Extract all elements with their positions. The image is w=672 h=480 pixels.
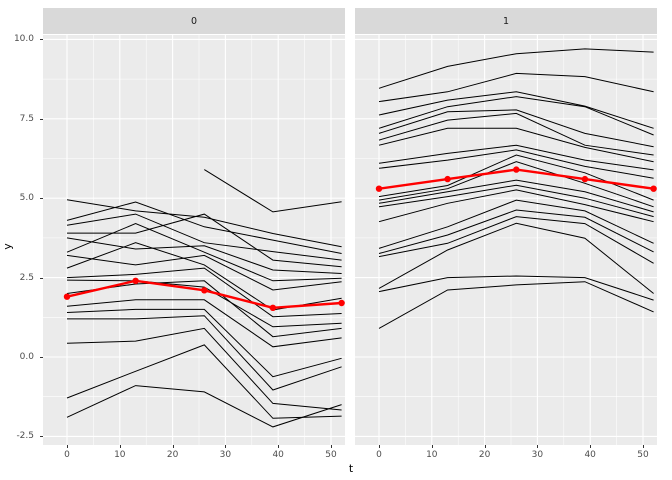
subject-trajectory-line — [66, 267, 342, 318]
facet-panel-0: 0 — [43, 8, 345, 445]
x-tick-mark — [537, 445, 539, 448]
y-tick-mark — [40, 39, 43, 41]
subject-trajectory-line — [204, 169, 342, 213]
x-tick-label: 40 — [272, 450, 284, 460]
subject-trajectory-line — [66, 308, 342, 378]
y-tick-label: -2.5 — [16, 431, 34, 442]
subject-trajectory-line — [378, 161, 654, 208]
facet-plot-area-0 — [43, 35, 345, 445]
subject-trajectory-line — [66, 237, 342, 274]
subject-trajectory-line — [378, 91, 654, 129]
y-tick-label: 10.0 — [13, 34, 34, 45]
subject-trajectory-line — [66, 254, 342, 291]
x-tick-label: 50 — [637, 450, 649, 460]
x-tick-mark — [431, 445, 433, 448]
mean-point — [201, 287, 208, 294]
x-tick-mark — [643, 445, 644, 448]
x-tick-label: 10 — [426, 450, 438, 460]
subject-trajectory-line — [378, 96, 654, 136]
y-tick-mark — [40, 436, 43, 438]
facet-panel-1: 1 — [355, 8, 657, 445]
mean-point — [269, 304, 277, 311]
x-tick-mark — [484, 445, 486, 448]
mean-point — [650, 185, 657, 192]
subject-trajectory-line — [378, 216, 654, 264]
y-tick-mark — [40, 357, 43, 358]
subject-trajectory-line — [378, 179, 654, 213]
x-tick-label: 30 — [219, 450, 232, 460]
subject-trajectory-line — [378, 127, 654, 163]
x-tick-mark — [278, 445, 280, 448]
x-tick-label: 30 — [531, 450, 544, 460]
y-tick-label: 7.5 — [19, 113, 34, 124]
subject-trajectory-line — [378, 222, 654, 294]
mean-point — [132, 277, 139, 284]
x-tick-mark — [119, 445, 121, 448]
x-tick-label: 10 — [114, 450, 126, 460]
x-tick-label: 20 — [166, 450, 179, 460]
x-tick-label: 20 — [478, 450, 491, 460]
subject-trajectory-line — [67, 315, 342, 391]
subject-trajectory-line — [378, 275, 654, 301]
subject-trajectory-line — [66, 299, 342, 348]
x-tick-mark — [172, 445, 174, 448]
y-tick-label: 2.5 — [19, 272, 34, 283]
subject-trajectory-line — [378, 209, 654, 254]
mean-point — [581, 175, 589, 183]
subject-trajectory-line — [378, 48, 654, 89]
x-tick-label: 0 — [376, 450, 382, 460]
subject-trajectory-line — [66, 199, 342, 248]
y-tick-mark — [40, 277, 43, 279]
x-tick-mark — [379, 445, 380, 448]
x-tick-mark — [590, 445, 592, 448]
mean-point — [513, 166, 520, 173]
x-tick-mark — [225, 445, 227, 448]
x-tick-label: 40 — [584, 450, 596, 460]
subject-trajectory-line — [66, 385, 342, 428]
subject-trajectory-line — [378, 189, 654, 223]
x-tick-mark — [67, 445, 68, 448]
y-tick-label: 0.0 — [19, 352, 34, 362]
mean-point — [338, 299, 345, 307]
y-tick-label: 5.0 — [19, 193, 34, 204]
mean-point — [444, 175, 451, 183]
subject-trajectory-line — [378, 199, 654, 249]
subject-trajectory-line — [378, 144, 654, 171]
y-tick-mark — [40, 198, 43, 200]
facet-plot-area-1 — [355, 35, 657, 445]
y-tick-mark — [40, 118, 43, 120]
mean-point — [375, 185, 383, 192]
subject-trajectory-line — [66, 327, 342, 411]
x-tick-mark — [331, 445, 332, 448]
x-tick-label: 50 — [325, 450, 337, 460]
subject-trajectory-line — [66, 213, 342, 261]
subject-trajectory-line — [66, 344, 342, 419]
mean-point — [63, 293, 71, 300]
subject-trajectory-line — [378, 72, 654, 103]
subject-trajectory-line — [378, 109, 654, 148]
facet-strip-label: 1 — [355, 8, 657, 34]
subject-trajectory-line — [66, 223, 342, 282]
x-axis-title: t — [348, 462, 354, 475]
subject-trajectory-line — [378, 281, 654, 329]
x-tick-label: 0 — [64, 450, 70, 460]
subject-trajectory-line — [378, 149, 654, 179]
subject-trajectory-line — [378, 112, 654, 156]
facet-strip-label: 0 — [43, 8, 345, 34]
y-axis-title: y — [0, 243, 14, 250]
subject-trajectory-line — [378, 184, 654, 218]
subject-trajectory-line — [66, 201, 342, 254]
